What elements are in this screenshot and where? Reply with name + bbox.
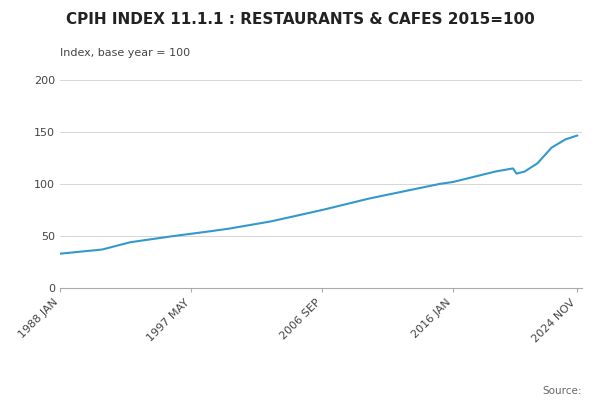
Text: Source:: Source: [542, 386, 582, 396]
Text: Index, base year = 100: Index, base year = 100 [60, 48, 190, 58]
Text: CPIH INDEX 11.1.1 : RESTAURANTS & CAFES 2015=100: CPIH INDEX 11.1.1 : RESTAURANTS & CAFES … [65, 12, 535, 27]
Line: CPIH INDEX 11.1.1 : RESTAURANTS & CAFES 2015=100: CPIH INDEX 11.1.1 : RESTAURANTS & CAFES … [60, 136, 577, 254]
